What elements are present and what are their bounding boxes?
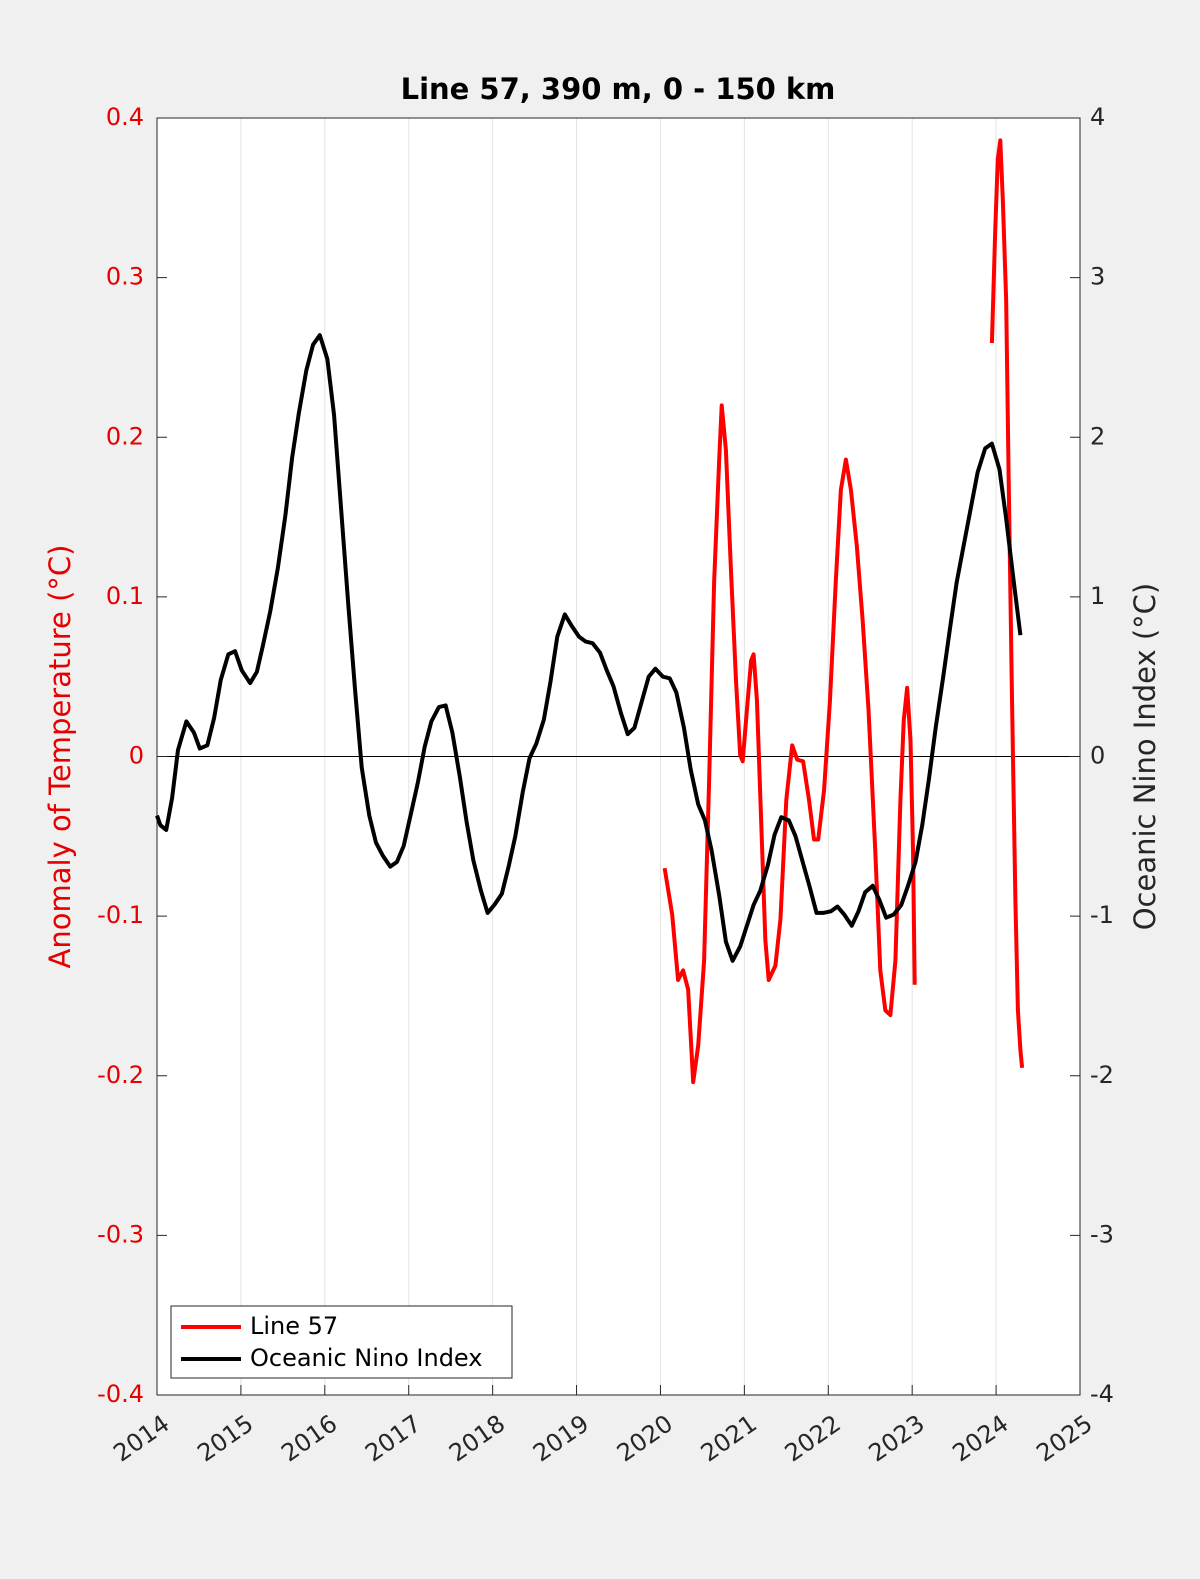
- x-tick-label: 2018: [444, 1409, 510, 1467]
- x-tick-label: 2020: [612, 1409, 678, 1467]
- y-tick-label: 0.4: [106, 103, 144, 131]
- x-tick-label: 2015: [192, 1409, 258, 1467]
- y2-tick-label: -3: [1090, 1220, 1114, 1248]
- legend-box: [170, 1305, 513, 1379]
- chart-title: Line 57, 390 m, 0 - 150 km: [401, 72, 836, 106]
- legend-label: Oceanic Nino Index: [250, 1344, 482, 1372]
- y2-tick-label: -1: [1090, 901, 1114, 929]
- y-tick-label: -0.4: [97, 1380, 144, 1408]
- y-tick-label: 0.3: [106, 263, 144, 291]
- y-tick-label: 0.1: [106, 582, 144, 610]
- series-line: [662, 138, 1025, 1085]
- x-tick-label: 2024: [948, 1409, 1014, 1467]
- x-tick-label: 2023: [864, 1409, 930, 1467]
- y-tick-label: -0.3: [97, 1220, 144, 1248]
- y2-tick-label: 0: [1090, 742, 1105, 770]
- y2-axis-label: Oceanic Nino Index (°C): [1128, 583, 1162, 931]
- y2-tick-label: 4: [1090, 103, 1105, 131]
- x-tick-label: 2019: [528, 1409, 594, 1467]
- series-line: [155, 333, 1023, 963]
- x-tick-label: 2021: [696, 1409, 762, 1467]
- y-tick-label: 0.2: [106, 422, 144, 450]
- x-tick-label: 2016: [276, 1409, 342, 1467]
- x-tick-label: 2025: [1031, 1409, 1097, 1467]
- y2-tick-label: -4: [1090, 1380, 1114, 1408]
- y2-tick-label: 2: [1090, 422, 1105, 450]
- x-tick-label: 2022: [780, 1409, 846, 1467]
- y2-tick-label: 3: [1090, 263, 1105, 291]
- x-tick-label: 2014: [108, 1409, 174, 1467]
- plot-frame: [156, 117, 1081, 1396]
- y-tick-label: -0.2: [97, 1061, 144, 1089]
- y-axis-label: Anomaly of Temperature (°C): [43, 545, 77, 969]
- y-tick-label: 0: [129, 742, 144, 770]
- y-tick-label: -0.1: [97, 901, 144, 929]
- x-tick-label: 2017: [360, 1409, 426, 1467]
- legend-label: Line 57: [250, 1312, 338, 1340]
- y2-tick-label: 1: [1090, 582, 1105, 610]
- y2-tick-label: -2: [1090, 1061, 1114, 1089]
